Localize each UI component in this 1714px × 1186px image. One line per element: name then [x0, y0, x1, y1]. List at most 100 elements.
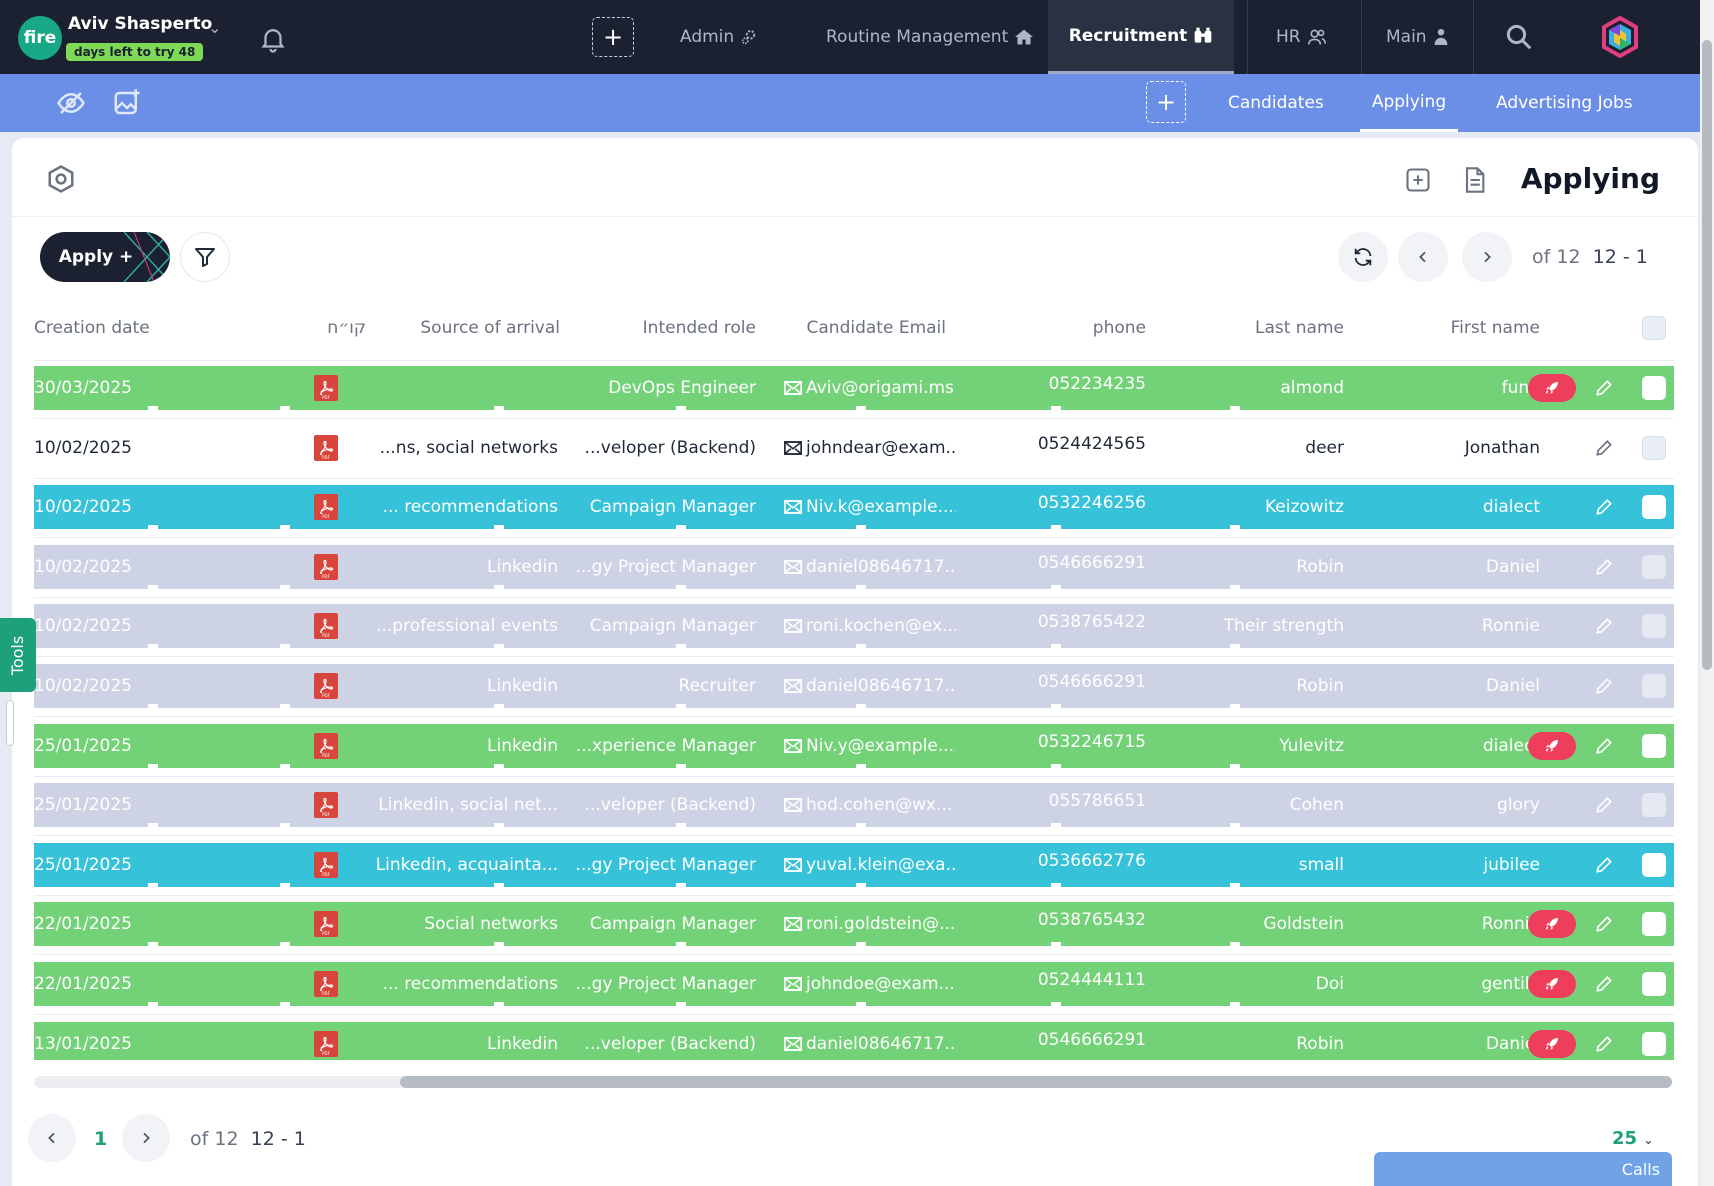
pdf-resume-icon[interactable]: PDF	[314, 911, 338, 937]
cell-candidate-email[interactable]: daniel08646717...	[784, 664, 956, 708]
edit-pencil-icon[interactable]	[1594, 736, 1614, 756]
row-select-checkbox[interactable]	[1642, 495, 1666, 519]
table-row[interactable]: 22/01/2025 PDF Social networks Campaign Man…	[34, 902, 1674, 946]
row-select-checkbox[interactable]	[1642, 912, 1666, 936]
table-row[interactable]: 25/01/2025 PDF Linkedin, social net... ...v…	[34, 783, 1674, 827]
select-all-checkbox[interactable]	[1642, 316, 1666, 340]
table-row[interactable]: 10/02/2025 PDF ...ns, social networks ...ve…	[34, 426, 1674, 470]
edit-pencil-icon[interactable]	[1594, 974, 1614, 994]
cell-candidate-email[interactable]: hod.cohen@wx...	[784, 783, 956, 827]
apply-button[interactable]: Apply +	[40, 232, 170, 282]
bottom-prev-page-button[interactable]	[28, 1114, 76, 1162]
chevron-down-icon[interactable]: ⌄	[208, 18, 222, 37]
row-select-checkbox[interactable]	[1642, 734, 1666, 758]
rocket-action-button[interactable]	[1528, 732, 1576, 760]
bottom-next-page-button[interactable]	[122, 1114, 170, 1162]
column-header-email[interactable]: Candidate Email	[806, 318, 946, 338]
cell-candidate-email[interactable]: johndoe@exam...	[784, 962, 956, 1006]
next-page-button[interactable]	[1462, 232, 1512, 282]
edit-pencil-icon[interactable]	[1594, 557, 1614, 577]
pdf-resume-icon[interactable]: PDF	[314, 375, 338, 401]
nav-main[interactable]: Main	[1386, 0, 1466, 74]
column-header-cv[interactable]: קו״ח	[327, 318, 366, 338]
column-header-last-name[interactable]: Last name	[1254, 318, 1344, 338]
current-page-number[interactable]: 1	[94, 1128, 108, 1150]
cell-candidate-email[interactable]: Niv.y@example....	[784, 724, 956, 768]
cell-candidate-email[interactable]: roni.goldstein@...	[784, 902, 956, 946]
add-record-icon[interactable]	[1404, 166, 1432, 194]
tools-tab[interactable]: Tools	[0, 618, 36, 692]
table-row[interactable]: 30/03/2025 PDF DevOps Engineer Aviv@origami…	[34, 366, 1674, 410]
table-row[interactable]: 10/02/2025 PDF Linkedin Recruiter daniel0864…	[34, 664, 1674, 708]
column-header-role[interactable]: Intended role	[642, 318, 756, 338]
table-row[interactable]: 25/01/2025 PDF Linkedin ...xperience Manage…	[34, 724, 1674, 768]
company-logo[interactable]	[1600, 16, 1640, 60]
cell-candidate-email[interactable]: Aviv@origami.ms	[784, 366, 956, 410]
row-select-checkbox[interactable]	[1642, 614, 1666, 638]
pdf-resume-icon[interactable]: PDF	[314, 554, 338, 580]
add-image-icon[interactable]	[112, 88, 142, 118]
nav-admin[interactable]: Admin	[680, 0, 790, 74]
refresh-button[interactable]	[1338, 232, 1388, 282]
pdf-resume-icon[interactable]: PDF	[314, 435, 338, 461]
pdf-resume-icon[interactable]: PDF	[314, 1031, 338, 1057]
rocket-action-button[interactable]	[1528, 970, 1576, 998]
pdf-resume-icon[interactable]: PDF	[314, 673, 338, 699]
edit-pencil-icon[interactable]	[1594, 497, 1614, 517]
tab-candidates[interactable]: Candidates	[1228, 93, 1324, 113]
page-size-select[interactable]: 25 ⌄	[1612, 1128, 1653, 1149]
pdf-resume-icon[interactable]: PDF	[314, 971, 338, 997]
column-header-source[interactable]: Source of arrival	[420, 318, 560, 338]
row-select-checkbox[interactable]	[1642, 376, 1666, 400]
column-header-phone[interactable]: phone	[1092, 318, 1146, 338]
row-select-checkbox[interactable]	[1642, 1032, 1666, 1056]
edit-pencil-icon[interactable]	[1594, 1034, 1614, 1054]
tab-advertising-jobs[interactable]: Advertising Jobs	[1496, 93, 1633, 113]
cell-candidate-email[interactable]: yuval.klein@exa...	[784, 843, 956, 887]
pdf-resume-icon[interactable]: PDF	[314, 733, 338, 759]
table-row[interactable]: 10/02/2025 PDF ...professional events Campa…	[34, 604, 1674, 648]
row-select-checkbox[interactable]	[1642, 853, 1666, 877]
cell-candidate-email[interactable]: roni.kochen@ex...	[784, 604, 956, 648]
edit-pencil-icon[interactable]	[1594, 855, 1614, 875]
edit-pencil-icon[interactable]	[1594, 378, 1614, 398]
rocket-action-button[interactable]	[1528, 1030, 1576, 1058]
bell-icon[interactable]	[258, 24, 288, 54]
tab-applying[interactable]: Applying	[1360, 74, 1458, 132]
edit-pencil-icon[interactable]	[1594, 616, 1614, 636]
pdf-resume-icon[interactable]: PDF	[314, 613, 338, 639]
column-header-first-name[interactable]: First name	[1450, 318, 1540, 338]
cell-candidate-email[interactable]: daniel08646717...	[784, 1022, 956, 1060]
nav-hr[interactable]: HR	[1276, 0, 1346, 74]
pdf-resume-icon[interactable]: PDF	[314, 852, 338, 878]
rocket-action-button[interactable]	[1528, 910, 1576, 938]
cell-candidate-email[interactable]: johndear@exam...	[784, 426, 956, 470]
table-row[interactable]: 25/01/2025 PDF Linkedin, acquainta... ...gy…	[34, 843, 1674, 887]
user-name[interactable]: Aviv Shasperto	[68, 14, 213, 34]
row-select-checkbox[interactable]	[1642, 555, 1666, 579]
table-row[interactable]: 22/01/2025 PDF ... recommendations ...gy Pr…	[34, 962, 1674, 1006]
column-header-creation-date[interactable]: Creation date	[34, 318, 150, 338]
edit-pencil-icon[interactable]	[1594, 438, 1614, 458]
table-row[interactable]: 13/01/2025 PDF Linkedin ...veloper (Backend…	[34, 1022, 1674, 1060]
brand-badge[interactable]: fire	[18, 16, 62, 60]
rocket-action-button[interactable]	[1528, 374, 1576, 402]
pdf-resume-icon[interactable]: PDF	[314, 792, 338, 818]
pdf-resume-icon[interactable]: PDF	[314, 494, 338, 520]
edit-pencil-icon[interactable]	[1594, 795, 1614, 815]
document-icon[interactable]	[1460, 166, 1488, 194]
add-subtab-button[interactable]: +	[1146, 81, 1186, 123]
row-select-checkbox[interactable]	[1642, 436, 1666, 460]
tools-drag-handle[interactable]	[6, 700, 14, 746]
edit-pencil-icon[interactable]	[1594, 676, 1614, 696]
nav-routine-management[interactable]: Routine Management	[826, 0, 1036, 74]
nav-recruitment[interactable]: Recruitment	[1048, 0, 1234, 74]
filter-button[interactable]	[180, 232, 230, 282]
cell-candidate-email[interactable]: daniel08646717...	[784, 545, 956, 589]
calls-button[interactable]: Calls	[1374, 1152, 1672, 1186]
settings-icon[interactable]	[46, 164, 76, 194]
search-icon[interactable]	[1504, 22, 1534, 52]
row-select-checkbox[interactable]	[1642, 793, 1666, 817]
add-module-button[interactable]: +	[592, 17, 634, 57]
edit-pencil-icon[interactable]	[1594, 914, 1614, 934]
